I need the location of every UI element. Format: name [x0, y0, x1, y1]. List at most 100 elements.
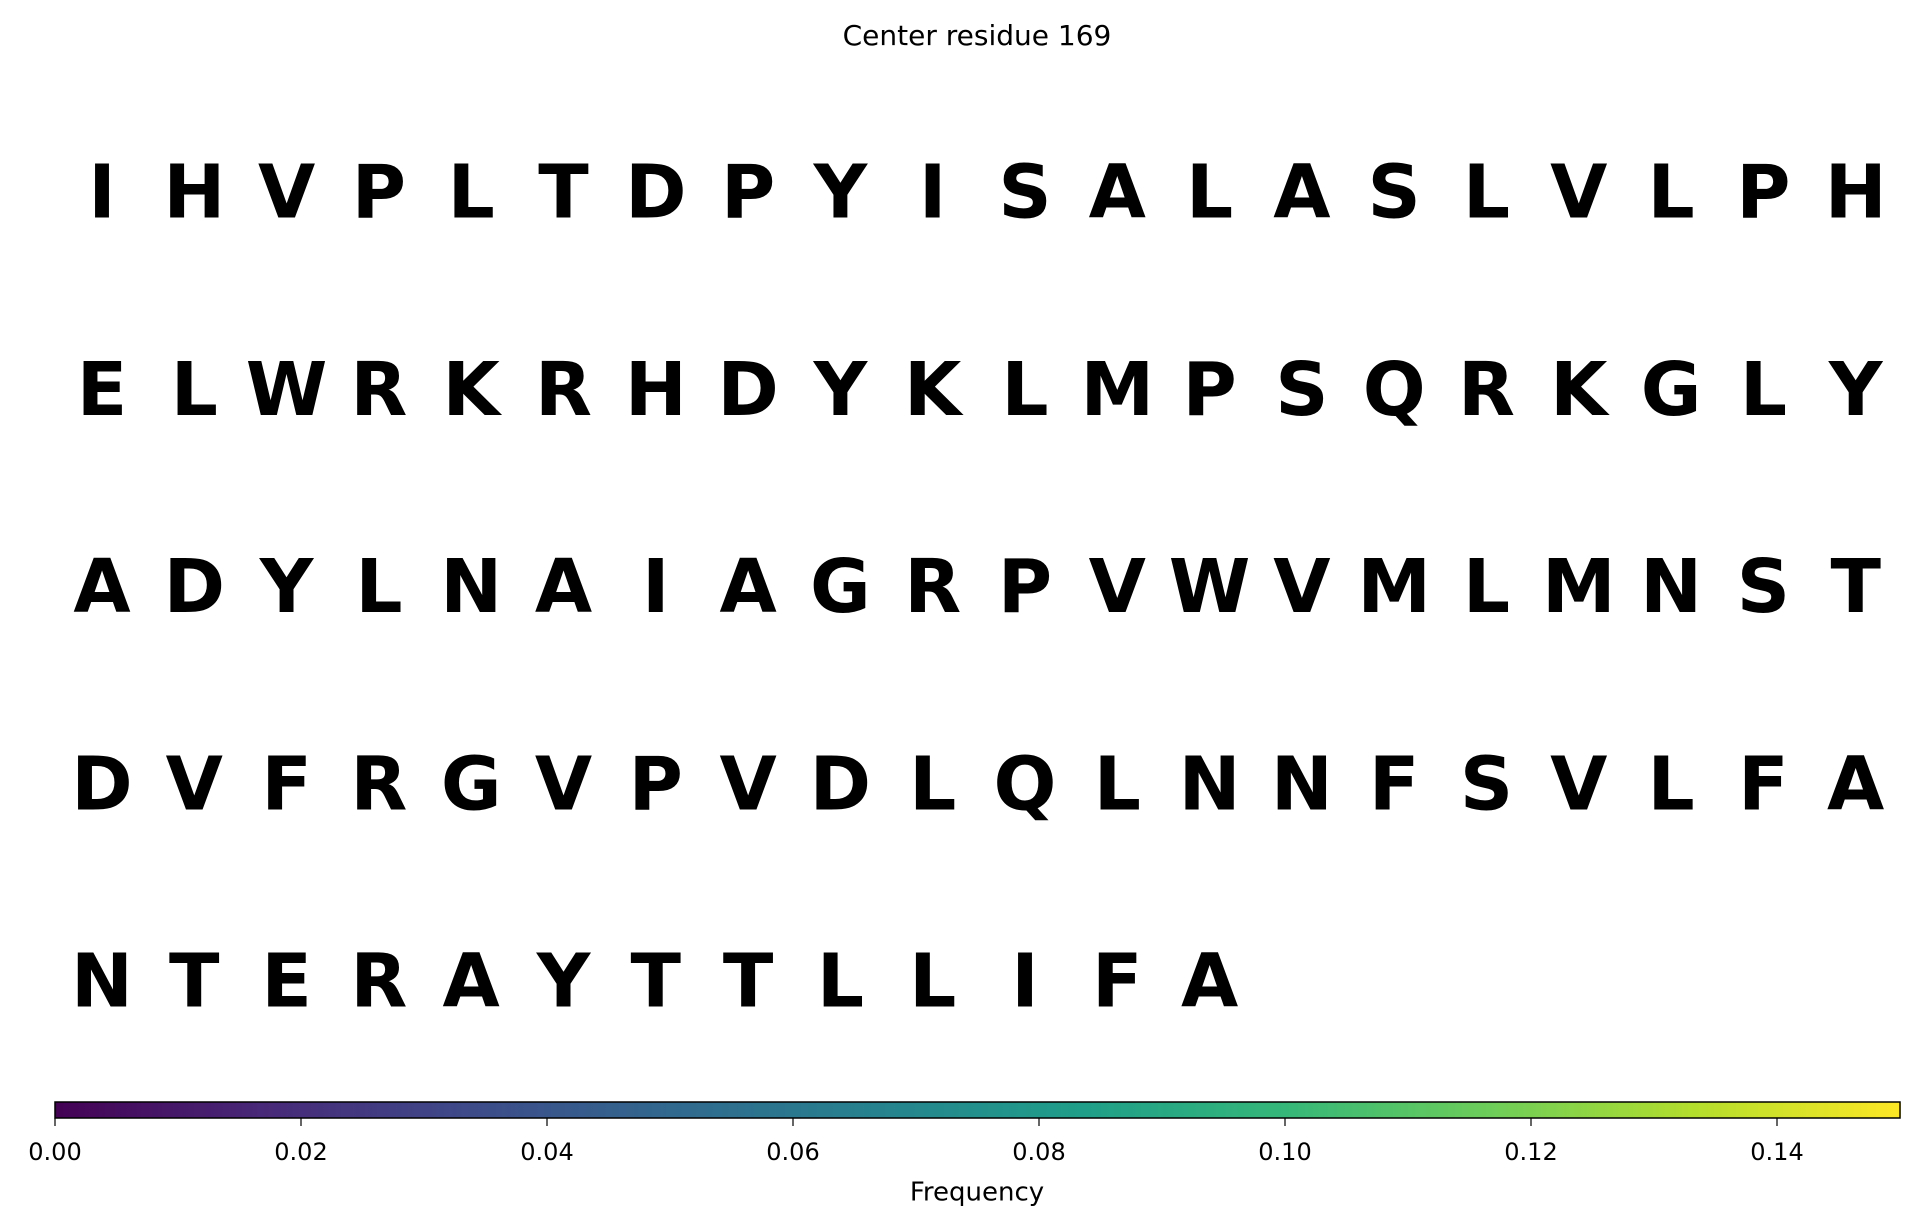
- residue: N: [1640, 544, 1702, 630]
- residue: L: [1463, 150, 1510, 236]
- residue: P: [629, 741, 683, 827]
- residue: T: [1830, 544, 1881, 630]
- residue: L: [1001, 347, 1048, 433]
- residue: M: [1542, 544, 1616, 630]
- residue: M: [1357, 544, 1431, 630]
- residue: F: [1092, 939, 1143, 1025]
- residue: F: [1738, 741, 1789, 827]
- residue: S: [998, 150, 1051, 236]
- residue: Q: [1363, 347, 1426, 433]
- residue: I: [88, 150, 116, 236]
- x-tick-label: 0.14: [1750, 1138, 1803, 1166]
- residue: V: [1550, 741, 1607, 827]
- residue: N: [1179, 741, 1241, 827]
- residue: K: [904, 347, 964, 433]
- residue: Y: [1828, 347, 1884, 433]
- residue: Q: [994, 741, 1057, 827]
- residue: P: [721, 150, 775, 236]
- residue: I: [1011, 939, 1039, 1025]
- residue: S: [1275, 347, 1328, 433]
- residue: I: [642, 544, 670, 630]
- residue: P: [352, 150, 406, 236]
- residue: N: [440, 544, 502, 630]
- x-tick-label: 0.06: [766, 1138, 819, 1166]
- residue: A: [1827, 741, 1884, 827]
- residue: A: [719, 544, 776, 630]
- residue: T: [723, 939, 774, 1025]
- residue: S: [1460, 741, 1513, 827]
- residue: R: [350, 939, 407, 1025]
- residue: V: [719, 741, 776, 827]
- residue: R: [535, 347, 592, 433]
- x-tick-label: 0.00: [28, 1138, 81, 1166]
- residue: E: [77, 347, 128, 433]
- residue: S: [1737, 544, 1790, 630]
- residue: H: [163, 150, 225, 236]
- x-tick-label: 0.12: [1504, 1138, 1557, 1166]
- residue: V: [1550, 150, 1607, 236]
- residue: K: [1550, 347, 1610, 433]
- residue: H: [625, 347, 687, 433]
- residue: L: [909, 939, 956, 1025]
- residue: W: [1169, 544, 1251, 630]
- residue: L: [817, 939, 864, 1025]
- residue: H: [1825, 150, 1887, 236]
- residue: D: [625, 150, 686, 236]
- residue: V: [1089, 544, 1146, 630]
- residue: L: [171, 347, 218, 433]
- residue: F: [261, 741, 312, 827]
- residue: A: [73, 544, 130, 630]
- residue: P: [1736, 150, 1790, 236]
- residue: V: [258, 150, 315, 236]
- residue: V: [1273, 544, 1330, 630]
- residue: N: [1271, 741, 1333, 827]
- residue: E: [261, 939, 312, 1025]
- residue: Y: [813, 347, 869, 433]
- residue: Y: [813, 150, 869, 236]
- x-tick-label: 0.08: [1012, 1138, 1065, 1166]
- residue: K: [443, 347, 503, 433]
- residue: V: [166, 741, 223, 827]
- residue: A: [535, 544, 592, 630]
- residue: G: [1641, 347, 1702, 433]
- residue: Y: [259, 544, 315, 630]
- residue: D: [71, 741, 132, 827]
- chart-title: Center residue 169: [843, 19, 1112, 52]
- residue: S: [1368, 150, 1421, 236]
- residue: T: [538, 150, 589, 236]
- residue: L: [909, 741, 956, 827]
- residue: I: [919, 150, 947, 236]
- residue: G: [441, 741, 502, 827]
- residue: R: [904, 544, 961, 630]
- residue: D: [164, 544, 225, 630]
- residue: L: [1186, 150, 1233, 236]
- residue: G: [810, 544, 871, 630]
- residue: L: [1740, 347, 1787, 433]
- colorbar-label: Frequency: [910, 1178, 1044, 1208]
- residue: D: [717, 347, 778, 433]
- residue: W: [246, 347, 328, 433]
- residue: A: [1273, 150, 1330, 236]
- residue: A: [1089, 150, 1146, 236]
- colorbar: [54, 1101, 1901, 1119]
- residue: L: [1648, 150, 1695, 236]
- residue: N: [71, 939, 133, 1025]
- residue: L: [1648, 741, 1695, 827]
- x-tick-label: 0.04: [520, 1138, 573, 1166]
- x-tick-label: 0.10: [1258, 1138, 1311, 1166]
- residue: D: [810, 741, 871, 827]
- residue: L: [448, 150, 495, 236]
- residue: V: [535, 741, 592, 827]
- residue: T: [631, 939, 682, 1025]
- residue: L: [1463, 544, 1510, 630]
- residue: L: [1094, 741, 1141, 827]
- residue: R: [350, 741, 407, 827]
- residue: R: [350, 347, 407, 433]
- residue: L: [355, 544, 402, 630]
- residue: A: [443, 939, 500, 1025]
- residue: P: [998, 544, 1052, 630]
- residue: M: [1080, 347, 1154, 433]
- residue: R: [1458, 347, 1515, 433]
- residue: T: [169, 939, 220, 1025]
